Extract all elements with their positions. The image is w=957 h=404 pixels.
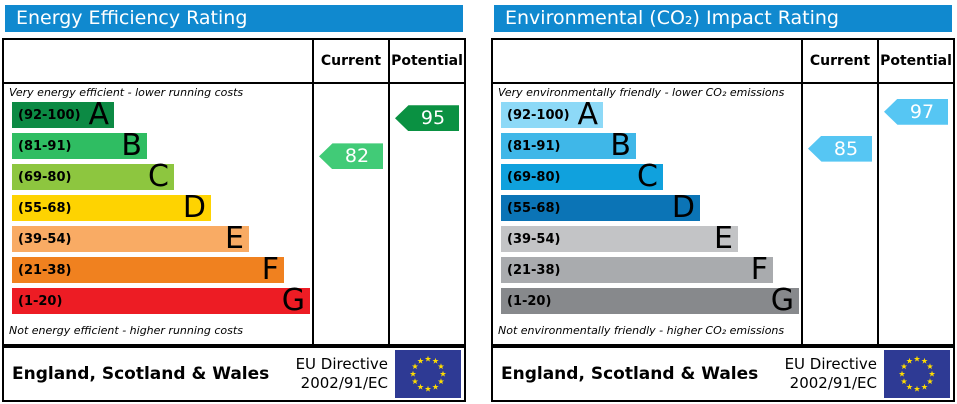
current-rating-arrow: 85: [808, 135, 872, 162]
eu-directive-label: EU Directive 2002/91/EC: [784, 354, 877, 393]
band-letter: A: [88, 97, 109, 132]
table-body: Very energy efficient - lower running co…: [4, 84, 464, 344]
potential-rating-arrow: 97: [884, 98, 948, 125]
band-range-label: (39-54): [507, 231, 561, 247]
top-note: Very environmentally friendly - lower CO…: [498, 86, 785, 99]
band-range-label: (55-68): [507, 200, 561, 216]
band-row-e: (39-54) E: [12, 221, 249, 256]
band-row-f: (21-38) F: [501, 252, 773, 287]
potential-column: 95: [388, 84, 464, 344]
band-row-g: (1-20) G: [501, 283, 799, 318]
band-row-d: (55-68) D: [12, 190, 211, 225]
current-column: 82: [312, 84, 388, 344]
eu-flag-icon: [884, 350, 950, 398]
rating-table: Current Potential Very environmentally f…: [491, 38, 955, 346]
band-row-c: (69-80) C: [12, 159, 174, 194]
header-spacer: [493, 40, 801, 82]
band-letter: C: [637, 159, 658, 194]
band-range-label: (92-100): [507, 107, 570, 123]
eu-flag-icon: [395, 350, 461, 398]
band-letter: E: [225, 221, 244, 256]
band-letter: E: [714, 221, 733, 256]
band-row-a: (92-100) A: [12, 97, 114, 132]
band-letter: A: [577, 97, 598, 132]
potential-column-header: Potential: [877, 40, 953, 82]
band-letter: B: [121, 128, 142, 163]
band-row-c: (69-80) C: [501, 159, 663, 194]
energy-efficiency-panel: Energy Efficiency Rating Current Potenti…: [0, 0, 468, 404]
co2-impact-panel: Environmental (CO₂) Impact Rating Curren…: [489, 0, 957, 404]
eu-directive-label: EU Directive 2002/91/EC: [295, 354, 388, 393]
bottom-note: Not environmentally friendly - higher CO…: [498, 324, 785, 337]
region-label: England, Scotland & Wales: [501, 364, 759, 384]
panel-title: Energy Efficiency Rating: [5, 5, 463, 32]
band-range-label: (92-100): [18, 107, 81, 123]
table-header-row: Current Potential: [493, 40, 953, 84]
potential-column: 97: [877, 84, 953, 344]
potential-rating-value: 97: [909, 100, 935, 123]
band-range-label: (55-68): [18, 200, 72, 216]
current-column: 85: [801, 84, 877, 344]
band-range-label: (39-54): [18, 231, 72, 247]
potential-rating-value: 95: [420, 107, 446, 130]
current-rating-arrow: 82: [319, 143, 383, 170]
band-letter: G: [281, 283, 305, 318]
band-row-f: (21-38) F: [12, 252, 284, 287]
region-label: England, Scotland & Wales: [12, 364, 270, 384]
panel-title: Environmental (CO₂) Impact Rating: [494, 5, 952, 32]
band-letter: G: [770, 283, 794, 318]
band-row-b: (81-91) B: [501, 128, 636, 163]
bands-column: Very environmentally friendly - lower CO…: [493, 84, 801, 344]
panel-footer: England, Scotland & Wales EU Directive 2…: [491, 346, 955, 402]
potential-column-header: Potential: [388, 40, 464, 82]
band-range-label: (21-38): [507, 262, 561, 278]
current-column-header: Current: [801, 40, 877, 82]
band-letter: F: [261, 252, 279, 287]
band-range-label: (1-20): [18, 293, 63, 309]
current-rating-value: 85: [833, 137, 859, 160]
rating-table: Current Potential Very energy efficient …: [2, 38, 466, 346]
band-range-label: (81-91): [507, 138, 561, 154]
potential-rating-arrow: 95: [395, 105, 459, 132]
band-range-label: (81-91): [18, 138, 72, 154]
header-spacer: [4, 40, 312, 82]
band-range-label: (69-80): [18, 169, 72, 185]
band-letter: F: [750, 252, 768, 287]
table-body: Very environmentally friendly - lower CO…: [493, 84, 953, 344]
band-row-b: (81-91) B: [12, 128, 147, 163]
top-note: Very energy efficient - lower running co…: [9, 86, 244, 99]
panel-footer: England, Scotland & Wales EU Directive 2…: [2, 346, 466, 402]
band-range-label: (69-80): [507, 169, 561, 185]
band-row-g: (1-20) G: [12, 283, 310, 318]
band-row-e: (39-54) E: [501, 221, 738, 256]
band-range-label: (21-38): [18, 262, 72, 278]
table-header-row: Current Potential: [4, 40, 464, 84]
band-row-a: (92-100) A: [501, 97, 603, 132]
current-rating-value: 82: [344, 145, 370, 168]
band-range-label: (1-20): [507, 293, 552, 309]
band-letter: B: [610, 128, 631, 163]
band-letter: D: [182, 190, 206, 225]
bottom-note: Not energy efficient - higher running co…: [9, 324, 243, 337]
band-letter: C: [148, 159, 169, 194]
current-column-header: Current: [312, 40, 388, 82]
bands-column: Very energy efficient - lower running co…: [4, 84, 312, 344]
band-row-d: (55-68) D: [501, 190, 700, 225]
band-letter: D: [671, 190, 695, 225]
